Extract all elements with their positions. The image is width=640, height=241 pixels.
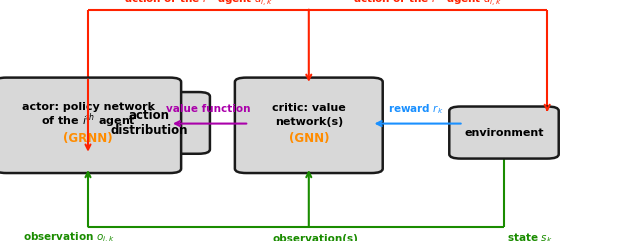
FancyBboxPatch shape — [449, 107, 559, 159]
Text: observation $o_{i,k}$: observation $o_{i,k}$ — [23, 231, 115, 241]
Text: of the $i^{th}$ agent: of the $i^{th}$ agent — [40, 111, 136, 130]
FancyBboxPatch shape — [0, 78, 181, 173]
Text: environment: environment — [464, 127, 544, 138]
Text: critic: value: critic: value — [272, 103, 346, 114]
Text: network(s): network(s) — [275, 117, 343, 127]
Text: actor: policy network: actor: policy network — [22, 102, 154, 112]
Text: action of the $i^{th}$ agent $a_{i,k}$: action of the $i^{th}$ agent $a_{i,k}$ — [124, 0, 273, 8]
FancyBboxPatch shape — [235, 78, 383, 173]
Text: value function: value function — [166, 104, 250, 114]
Text: state $s_k$: state $s_k$ — [507, 232, 552, 241]
Text: reward $r_k$: reward $r_k$ — [388, 102, 444, 116]
Text: (GRNN): (GRNN) — [63, 132, 113, 145]
Text: (GNN): (GNN) — [289, 132, 329, 145]
Text: action of the $i^{th}$ agent $a_{i,k}$: action of the $i^{th}$ agent $a_{i,k}$ — [353, 0, 502, 8]
Text: action
distribution: action distribution — [110, 109, 188, 137]
FancyBboxPatch shape — [88, 92, 210, 154]
Text: observation(s): observation(s) — [272, 234, 358, 241]
